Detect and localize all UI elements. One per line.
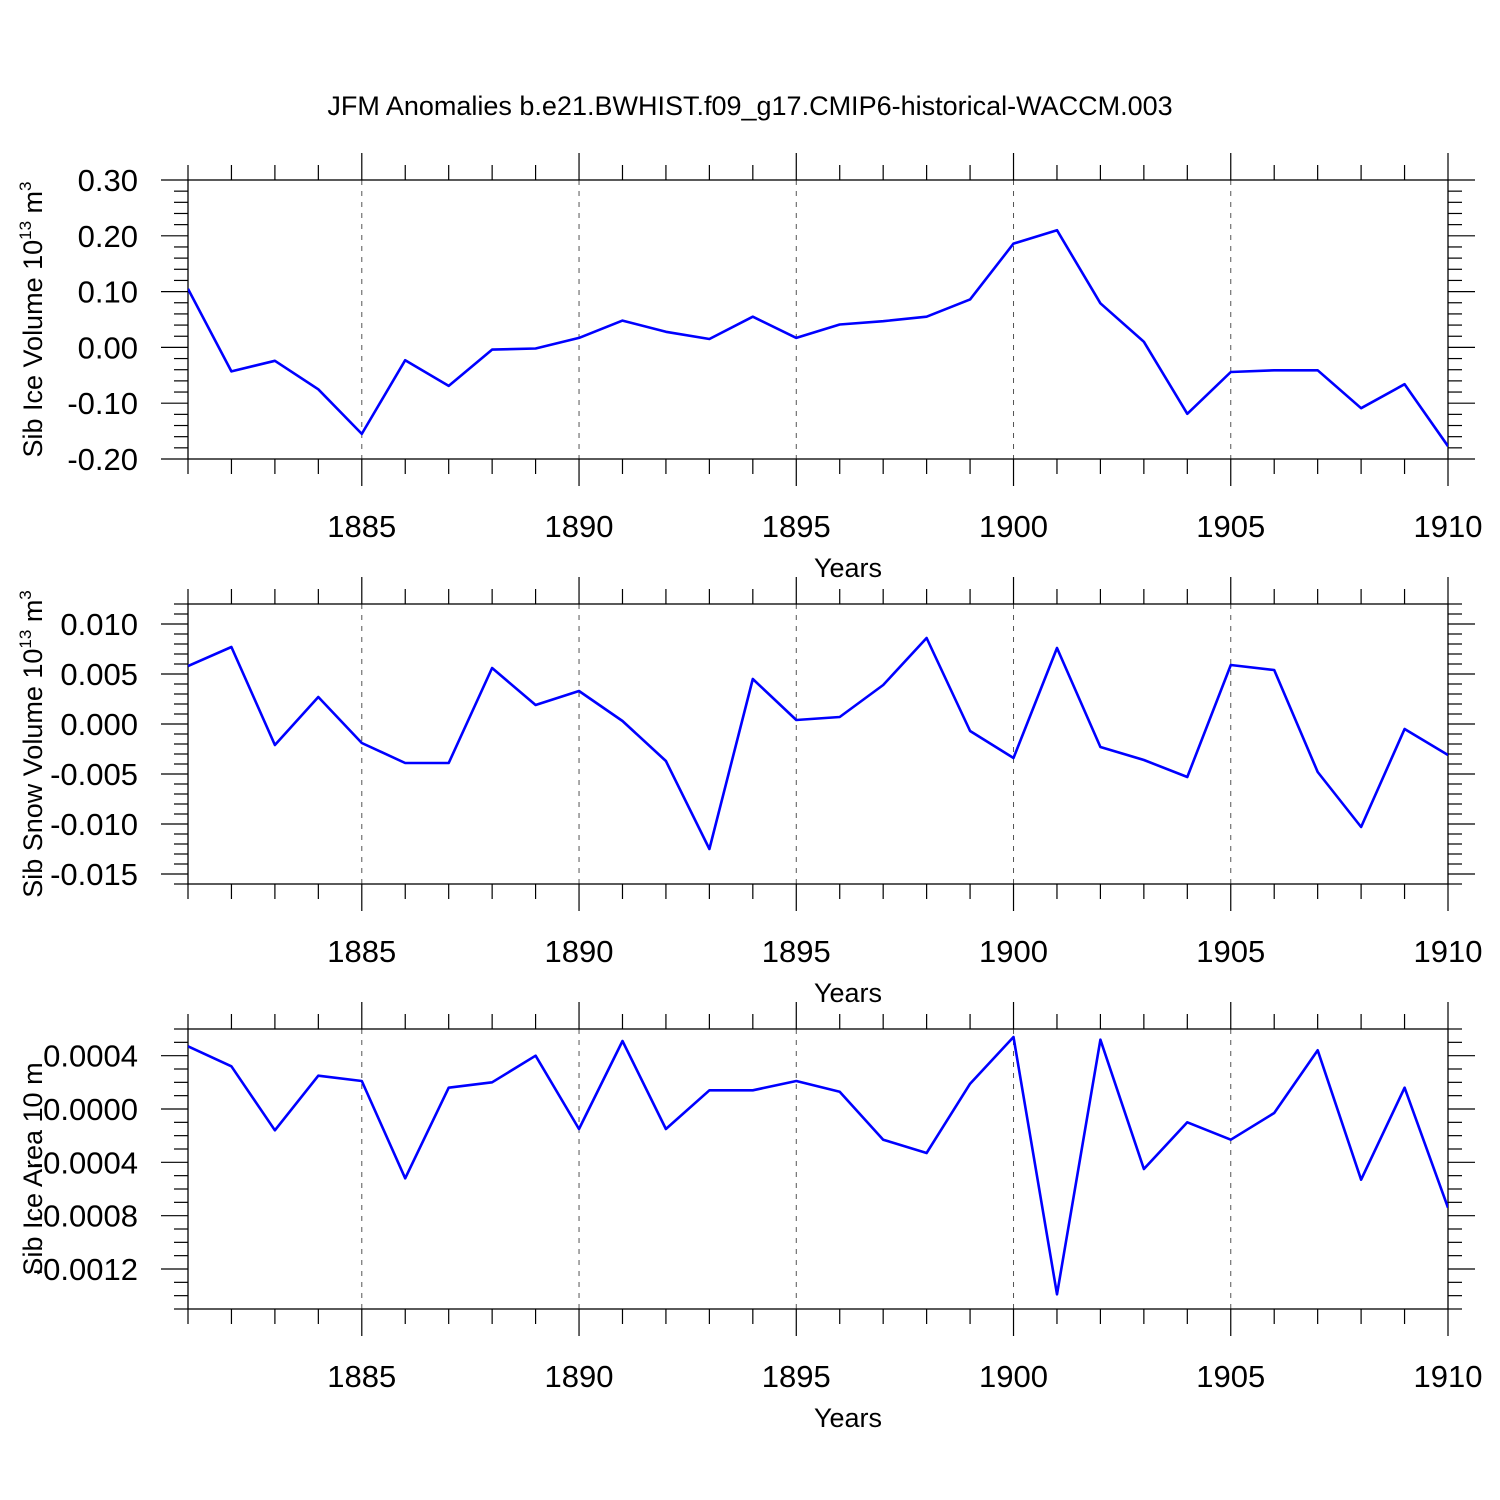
panel-3: 1885 1890 1895 1900 1905 1910 Years -0.0012 -0.0… <box>18 1002 1482 1433</box>
x-tick-label: 1900 <box>979 934 1048 969</box>
y-tick-label: 0.00 <box>78 330 138 365</box>
x-tick-label: 1890 <box>545 934 614 969</box>
x-tick-label: 1905 <box>1196 509 1265 544</box>
series-line <box>188 228 1448 447</box>
y-tick-label: 0.10 <box>78 275 138 310</box>
x-tick-label: 1910 <box>1414 509 1483 544</box>
y-tick-label: 0.20 <box>78 219 138 254</box>
y-tick-label: 0.000 <box>60 707 138 742</box>
x-tick-label: 1900 <box>979 509 1048 544</box>
x-tick-label: 1905 <box>1196 1359 1265 1394</box>
y-tick-label: -0.015 <box>50 857 138 892</box>
x-tick-label: 1885 <box>327 934 396 969</box>
y-tick-label: 0.0004 <box>43 1039 138 1074</box>
y-axis-title: Sib Snow Volume 1013 m3 <box>16 590 48 898</box>
y-tick-label: 0.005 <box>60 657 138 692</box>
x-tick-label: 1890 <box>545 1359 614 1394</box>
x-axis-title: Years <box>814 978 882 1008</box>
x-tick-label: 1905 <box>1196 934 1265 969</box>
y-tick-label: 0.010 <box>60 607 138 642</box>
y-tick-label: -0.0008 <box>33 1199 138 1234</box>
y-tick-label: -0.010 <box>50 807 138 842</box>
y-tick-label: -0.10 <box>67 386 138 421</box>
panel-1: 1885 1890 1895 1900 1905 1910 Years -0.20 -0.10 0… <box>16 153 1482 583</box>
plot-frame <box>187 1028 1449 1310</box>
x-tick-label: 1890 <box>545 509 614 544</box>
x-tick-label: 1910 <box>1414 1359 1483 1394</box>
y-tick-label: -0.20 <box>67 442 138 477</box>
x-tick-label: 1910 <box>1414 934 1483 969</box>
plot-frame <box>187 603 1449 885</box>
x-tick-label: 1885 <box>327 509 396 544</box>
x-tick-label: 1900 <box>979 1359 1048 1394</box>
y-tick-label: -0.005 <box>50 757 138 792</box>
y-axis-title: Sib Ice Volume 1013 m3 <box>16 181 48 457</box>
x-axis-title: Years <box>814 553 882 583</box>
x-axis-title: Years <box>814 1403 882 1433</box>
x-tick-label: 1895 <box>762 509 831 544</box>
series-line <box>188 1035 1448 1296</box>
panel-2: 1885 1890 1895 1900 1905 1910 Years -0.015 -0.01… <box>16 577 1482 1008</box>
panels: 1885 1890 1895 1900 1905 1910 Years -0.20 -0.10 0… <box>16 153 1482 1433</box>
x-tick-label: 1885 <box>327 1359 396 1394</box>
chart-title: JFM Anomalies b.e21.BWHIST.f09_g17.CMIP6… <box>327 91 1172 121</box>
x-tick-label: 1895 <box>762 1359 831 1394</box>
y-axis-title: Sib Ice Area 10 m <box>18 1062 48 1275</box>
y-tick-label: -0.0012 <box>33 1252 138 1287</box>
y-tick-label: -0.0004 <box>33 1145 138 1180</box>
plot-frame <box>187 179 1449 460</box>
series-line <box>188 636 1448 851</box>
x-tick-label: 1895 <box>762 934 831 969</box>
y-tick-label: 0.0000 <box>43 1092 138 1127</box>
y-tick-label: 0.30 <box>78 163 138 198</box>
